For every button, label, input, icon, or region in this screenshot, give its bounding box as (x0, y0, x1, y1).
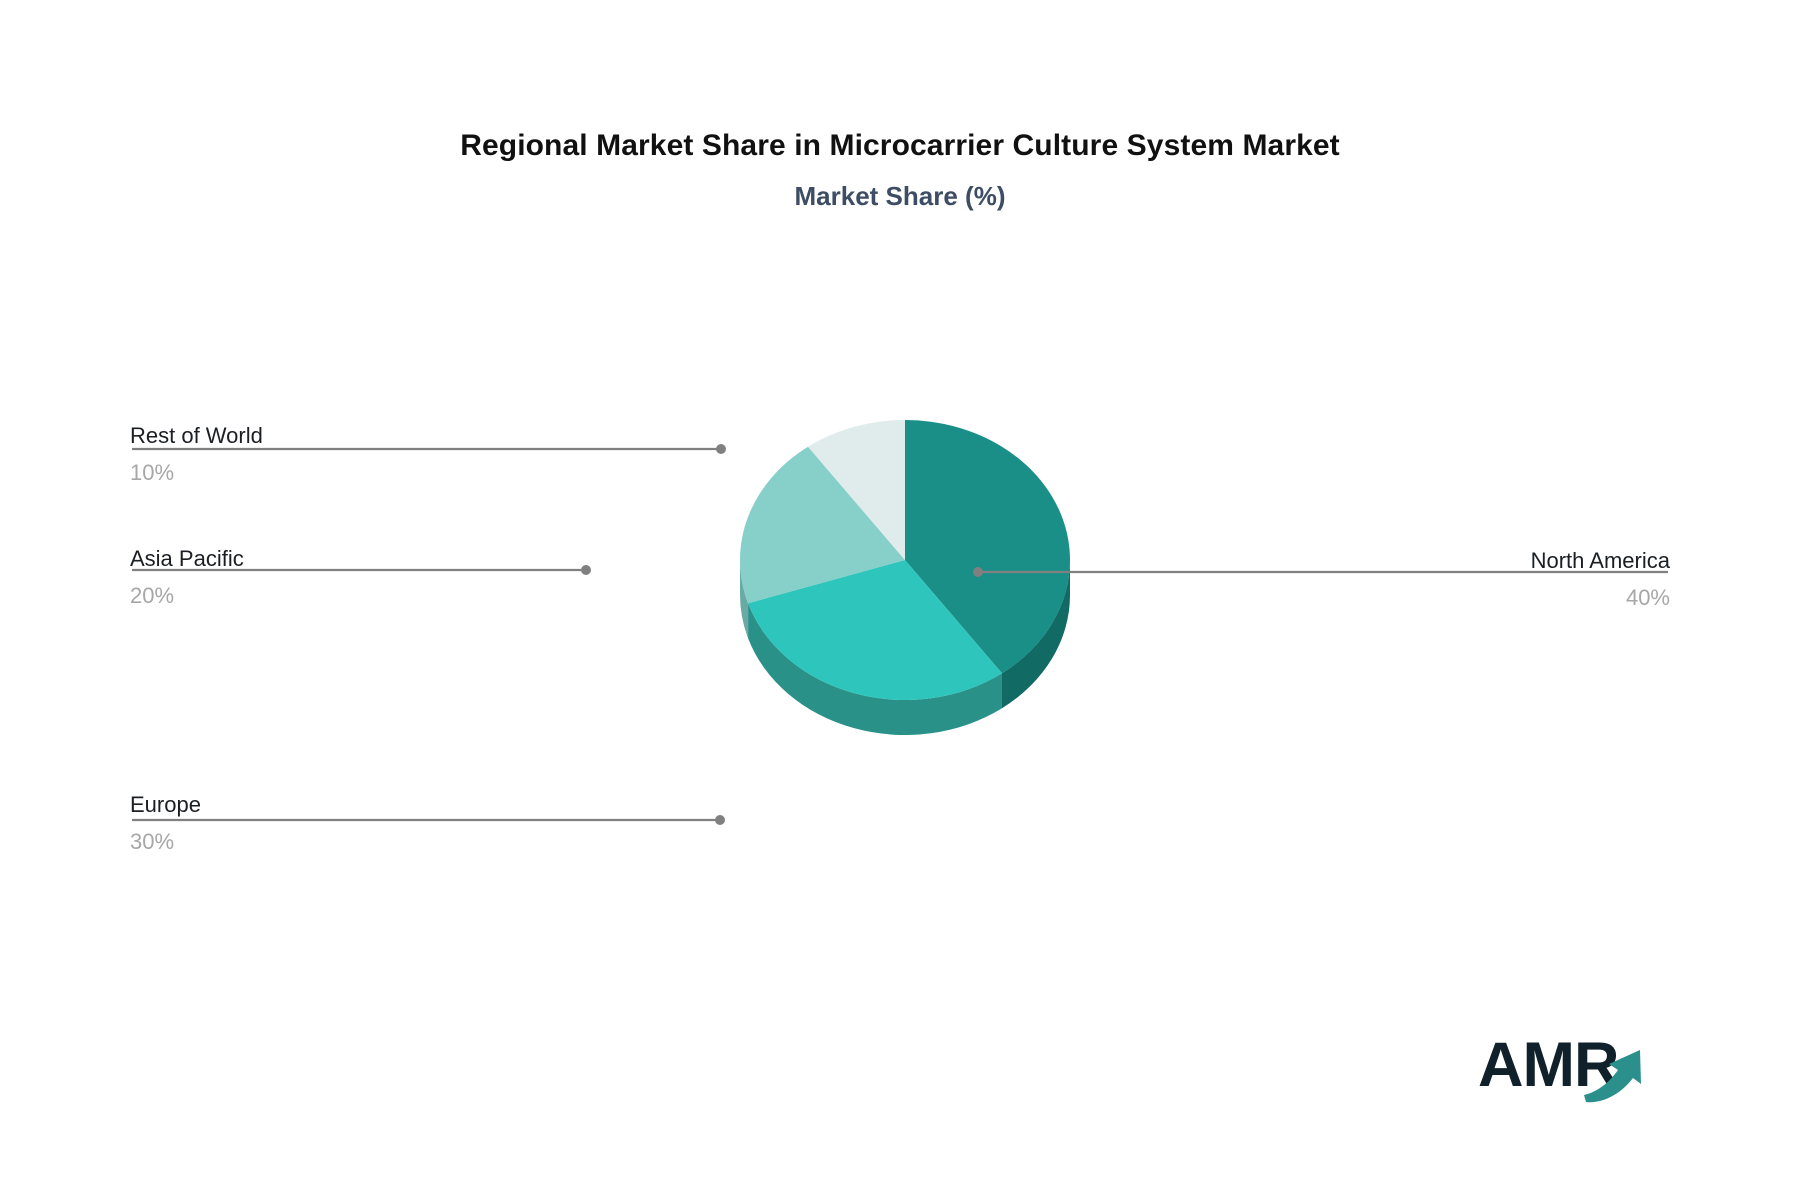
chart-title: Regional Market Share in Microcarrier Cu… (460, 129, 1340, 162)
callout-value-rest-of-world: 10% (130, 460, 175, 485)
pie-slice-north-america (905, 420, 1070, 674)
callout-label-rest-of-world: Rest of World (130, 423, 263, 448)
chart-subtitle: Market Share (%) (794, 181, 1006, 211)
leader-north-america (973, 567, 1668, 577)
callout-value-north-america: 40% (1625, 585, 1670, 610)
leader-europe (132, 815, 725, 825)
callout-label-north-america: North America (1530, 548, 1670, 573)
amr-logo-text: AMR (1478, 1030, 1619, 1100)
pie-slice-europe (748, 560, 1002, 700)
callout-label-asia-pacific: Asia Pacific (130, 546, 244, 571)
pie-side-asia-pacific (740, 560, 749, 639)
callout-north-america: North America 40% (1330, 548, 1670, 611)
callout-value-asia-pacific: 20% (130, 583, 175, 608)
title-block: Regional Market Share in Microcarrier Cu… (0, 128, 1800, 212)
callout-label-europe: Europe (130, 792, 201, 817)
amr-logo: AMR (1478, 1030, 1641, 1103)
pie-chart (740, 420, 1070, 735)
callout-rest-of-world: Rest of World 10% (130, 423, 470, 486)
leader-rest-of-world (132, 444, 726, 454)
leader-asia-pacific (132, 565, 591, 575)
callout-asia-pacific: Asia Pacific 20% (130, 546, 470, 609)
callout-value-europe: 30% (130, 829, 175, 854)
pie-side-north-america (1001, 560, 1070, 709)
pie-slice-rest-of-world (808, 420, 905, 560)
pie-3d-side-walls (740, 560, 1070, 735)
pie-side-europe (748, 603, 1002, 735)
pie-slice-asia-pacific (740, 446, 905, 604)
growth-arrow-icon (1584, 1050, 1641, 1103)
callout-europe: Europe 30% (130, 792, 470, 855)
pie-top-face (740, 420, 1070, 700)
